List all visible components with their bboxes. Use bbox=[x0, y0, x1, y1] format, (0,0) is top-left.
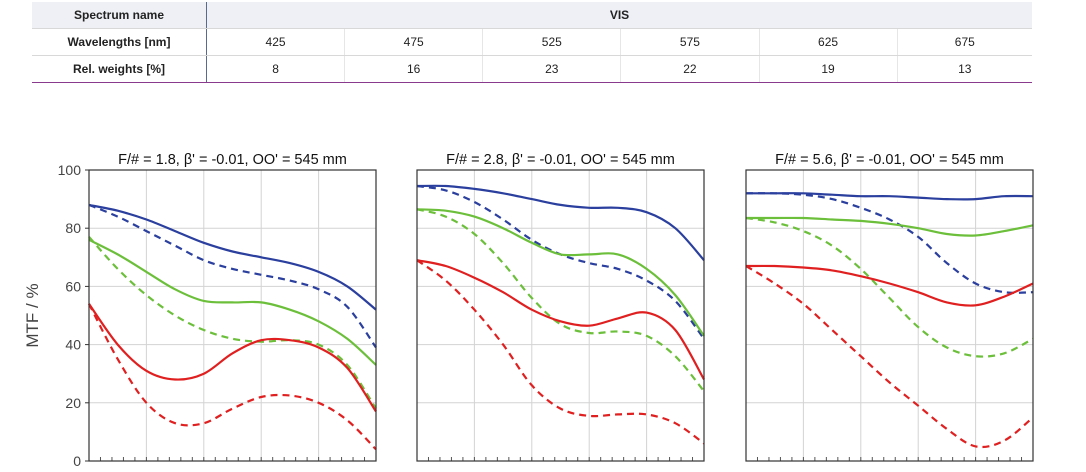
spectrum-name-header: Spectrum name bbox=[32, 2, 207, 29]
series-line bbox=[416, 184, 705, 261]
plot-frame bbox=[416, 169, 705, 462]
weights-row: Rel. weights [%] 8 16 23 22 19 13 bbox=[32, 55, 1032, 83]
series-line bbox=[745, 192, 1034, 294]
wavelength-cell: 625 bbox=[759, 28, 898, 56]
spectrum-row: Spectrum name VIS bbox=[32, 2, 1032, 29]
weight-cell: 22 bbox=[620, 55, 760, 83]
chart-title: F/# = 5.6, β' = -0.01, OO' = 545 mm bbox=[775, 152, 1004, 168]
series-line bbox=[416, 184, 705, 340]
series-line bbox=[416, 208, 705, 392]
y-tick-label: 100 bbox=[58, 162, 82, 178]
y-axis-label: MTF / % bbox=[23, 283, 42, 347]
wavelength-row: Wavelengths [nm] 425 475 525 575 625 675 bbox=[32, 28, 1032, 56]
plot-frame bbox=[88, 169, 377, 462]
weight-cell: 19 bbox=[759, 55, 898, 83]
weight-cell: 13 bbox=[897, 55, 1032, 83]
wavelength-cell: 475 bbox=[344, 28, 484, 56]
series-line bbox=[745, 216, 1034, 358]
spectrum-table: Spectrum name VIS Wavelengths [nm] 425 4… bbox=[32, 2, 1032, 83]
chart-title: F/# = 1.8, β' = -0.01, OO' = 545 mm bbox=[118, 152, 347, 168]
wavelength-cell: 425 bbox=[206, 28, 346, 56]
wavelength-cell: 525 bbox=[482, 28, 622, 56]
series-line bbox=[416, 259, 705, 381]
series-line bbox=[745, 264, 1034, 307]
series-line bbox=[745, 265, 1034, 449]
series-line bbox=[416, 208, 705, 337]
series-line bbox=[746, 192, 1034, 201]
series-line bbox=[88, 238, 377, 366]
weight-cell: 16 bbox=[344, 55, 484, 83]
y-tick-label: 40 bbox=[65, 337, 81, 353]
series-line bbox=[746, 216, 1034, 237]
y-tick-label: 20 bbox=[65, 395, 81, 411]
weight-cell: 23 bbox=[482, 55, 622, 83]
plot-frame bbox=[745, 169, 1034, 462]
chart-title: F/# = 2.8, β' = -0.01, OO' = 545 mm bbox=[446, 152, 675, 168]
series-line bbox=[88, 203, 377, 311]
series-line bbox=[88, 303, 377, 413]
wavelengths-header: Wavelengths [nm] bbox=[32, 28, 207, 56]
series-line bbox=[88, 203, 377, 349]
y-tick-label: 60 bbox=[65, 278, 81, 294]
spectrum-name-value: VIS bbox=[206, 2, 1032, 29]
wavelength-cell: 675 bbox=[897, 28, 1032, 56]
series-line bbox=[88, 303, 377, 451]
weights-header: Rel. weights [%] bbox=[32, 55, 207, 83]
series-line bbox=[416, 259, 705, 445]
y-tick-label: 0 bbox=[73, 453, 81, 469]
weight-cell: 8 bbox=[206, 55, 346, 83]
y-tick-label: 80 bbox=[65, 220, 81, 236]
wavelength-cell: 575 bbox=[620, 28, 760, 56]
